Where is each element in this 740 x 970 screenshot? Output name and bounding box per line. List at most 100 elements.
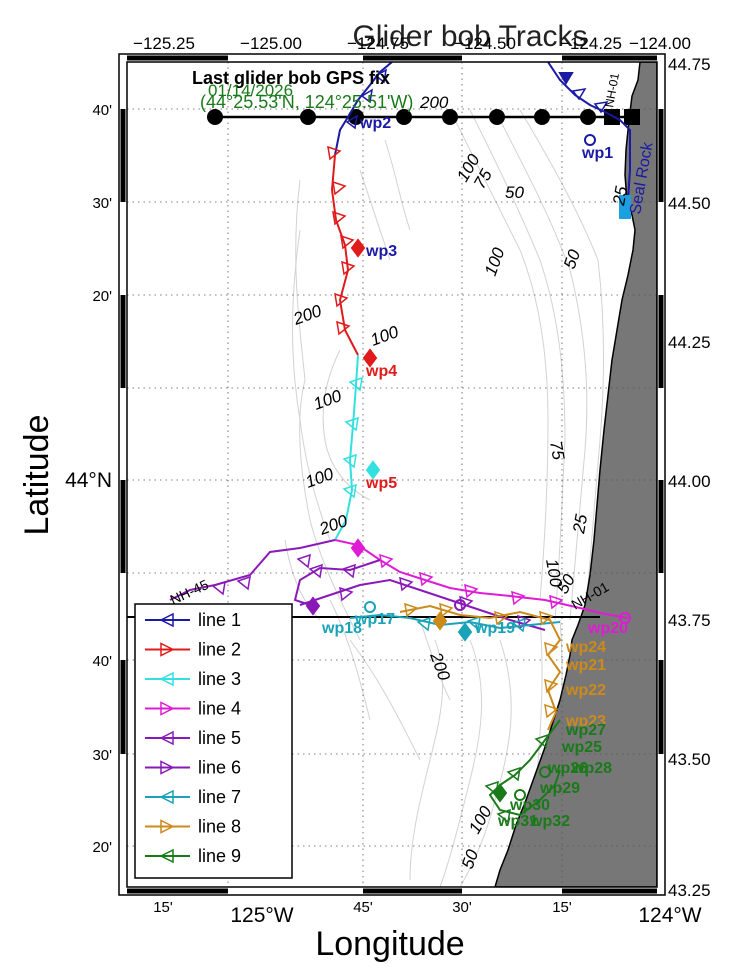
right-tick-label: 44.25	[668, 333, 711, 352]
waypoint-labels: wp2 wp1 wp3 wp4 wp5 wp18 wp17 wp19 wp20 …	[321, 115, 628, 830]
nh45-label: NH-45	[168, 576, 212, 608]
bottom-tick-label: 124°W	[638, 904, 701, 927]
gps-fix-date: 01/14/2026	[208, 81, 293, 100]
track-line-4	[334, 538, 631, 624]
waypoint-label: wp3	[365, 243, 397, 260]
bottom-axis-labels: 15' 125°W 45' 30' 15' 124°W	[153, 899, 702, 927]
legend-item: line 2	[145, 640, 241, 660]
bottom-tick-label: 15'	[153, 899, 173, 916]
bottom-tick-label: 15'	[552, 899, 572, 916]
contour-label: 200	[419, 93, 449, 112]
left-tick-label: 30'	[92, 195, 112, 212]
contour-label: 100	[481, 245, 509, 279]
waypoint-label: wp27	[565, 722, 606, 739]
right-tick-label: 44.75	[668, 55, 711, 74]
waypoint-label: wp23	[565, 713, 606, 730]
waypoint-label: wp20	[587, 620, 628, 637]
contour-label: 50	[505, 183, 524, 202]
left-tick-label: 20'	[92, 288, 112, 305]
bottom-tick-label: 125°W	[230, 904, 293, 927]
top-tick-label: −124.75	[347, 34, 409, 53]
legend-swatch-marker	[160, 760, 175, 775]
track-line-9	[484, 719, 561, 824]
waypoint-label: wp4	[365, 363, 397, 380]
y-axis-title: Latitude	[18, 415, 56, 536]
legend-label: line 8	[198, 817, 241, 837]
waypoint-label: wp22	[565, 682, 606, 699]
nh-inshore-label: NH-01	[602, 72, 622, 109]
legend-label: line 2	[198, 640, 241, 660]
track-line-5	[169, 539, 381, 606]
contour-label: 200	[426, 649, 454, 684]
legend-item: line 7	[145, 787, 241, 807]
gps-fix-position: (44°25.53'N, 124°25.51'W)	[200, 92, 413, 112]
waypoint-label: wp29	[539, 780, 580, 797]
waypoint-label: wp17	[354, 611, 395, 628]
legend-item: line 9	[145, 846, 241, 866]
legend-label: line 6	[198, 758, 241, 778]
waypoint-label: wp21	[565, 657, 606, 674]
contour-label: 100	[465, 802, 496, 837]
contour-label: 75	[546, 439, 568, 461]
gps-fix-annotation: Last glider bob GPS fix 01/14/2026 (44°2…	[192, 68, 413, 112]
top-tick-label: −124.50	[454, 34, 516, 53]
waypoint-label: wp25	[561, 739, 602, 756]
left-tick-label: 30'	[92, 747, 112, 764]
right-tick-label: 44.50	[668, 194, 711, 213]
legend-swatch-marker	[159, 730, 174, 746]
legend-label: line 7	[198, 787, 241, 807]
contour-label: 100	[311, 386, 345, 414]
top-axis-labels: −125.25 −125.00 −124.75 −124.50 −124.25 …	[133, 34, 691, 53]
right-tick-label: 43.75	[668, 611, 711, 630]
waypoint-label: wp30	[509, 797, 550, 814]
legend-swatch-marker	[160, 819, 175, 834]
waypoint-label: wp28	[571, 760, 612, 777]
track-line-8	[399, 602, 562, 731]
legend-item: line 3	[145, 669, 241, 689]
gps-fix-heading: Last glider bob GPS fix	[192, 68, 390, 88]
waypoint-label: wp2	[359, 115, 391, 132]
top-tick-label: −124.00	[629, 34, 691, 53]
left-tick-label: 40'	[92, 102, 112, 119]
legend-swatch-marker	[159, 612, 174, 628]
right-axis-labels: 44.75 44.50 44.25 44.00 43.75 43.50 43.2…	[668, 55, 711, 900]
legend-label: line 4	[198, 699, 241, 719]
left-tick-label: 40'	[92, 653, 112, 670]
legend-label: line 1	[198, 610, 241, 630]
right-tick-label: 43.50	[668, 750, 711, 769]
legend-item: line 8	[145, 817, 241, 837]
top-tick-label: −125.25	[133, 34, 195, 53]
legend-item: line 6	[145, 758, 241, 778]
waypoint-label: wp32	[529, 813, 570, 830]
waypoint-label: wp31	[497, 813, 538, 830]
contour-label: 200	[290, 301, 325, 329]
x-axis-title: Longitude	[315, 925, 464, 963]
bottom-tick-label: 45'	[353, 899, 373, 916]
legend-swatch-marker	[160, 642, 175, 657]
left-tick-label: 44°N	[65, 469, 112, 492]
legend-label: line 5	[198, 728, 241, 748]
legend-item: line 5	[145, 728, 241, 748]
legend: line 1 line 2 line 3 line 4 line 5 line 6 line…	[134, 603, 293, 879]
coastline-land	[494, 62, 657, 887]
legend-swatch-marker	[159, 848, 174, 864]
waypoint-label: wp5	[365, 475, 397, 492]
contour-label: 100	[542, 557, 566, 589]
legend-swatch-marker	[159, 671, 174, 687]
right-tick-label: 44.00	[668, 472, 711, 491]
track-line-2	[327, 145, 378, 368]
top-tick-label: −125.00	[240, 34, 302, 53]
waypoint-label: wp19	[474, 620, 515, 637]
track-line-3	[334, 354, 381, 541]
contour-label: 25	[569, 512, 591, 535]
contour-label: 100	[368, 322, 402, 350]
map-title: Glider bob Tracks	[352, 20, 587, 53]
legend-item: line 4	[145, 699, 241, 719]
left-tick-label: 20'	[92, 839, 112, 856]
waypoint-label: wp18	[321, 620, 362, 637]
waypoint-label: wp24	[565, 639, 606, 656]
legend-swatch-marker	[160, 701, 175, 716]
legend-item: line 1	[145, 610, 241, 630]
legend-swatch-marker	[159, 789, 174, 805]
